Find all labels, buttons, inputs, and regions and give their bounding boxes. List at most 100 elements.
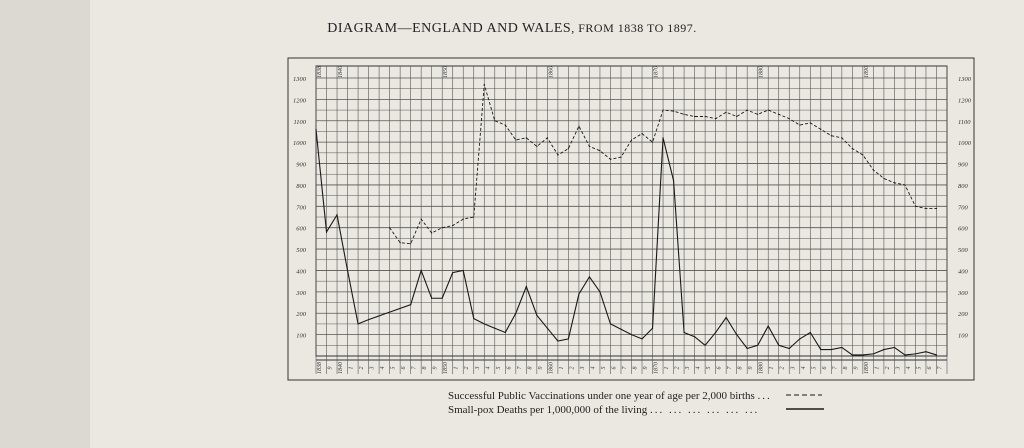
y-tick-label: 700 bbox=[296, 204, 307, 211]
vaccination-point bbox=[746, 109, 748, 111]
legend-smallpox-leader: ... ... ... ... ... ... bbox=[649, 404, 760, 416]
vaccination-point bbox=[841, 137, 843, 139]
smallpox-point bbox=[588, 276, 591, 278]
smallpox-point bbox=[536, 314, 538, 316]
bottom-year-label: 7 bbox=[727, 366, 733, 370]
legend-vaccinations: Successful Public Vaccinations under one… bbox=[448, 390, 772, 402]
vaccination-point bbox=[525, 137, 527, 139]
y-tick-label: 1100 bbox=[293, 119, 306, 126]
smallpox-point bbox=[641, 338, 643, 340]
vaccination-point bbox=[757, 113, 759, 115]
top-decade-label: 1870 bbox=[654, 66, 660, 78]
smallpox-point bbox=[441, 297, 443, 299]
smallpox-point bbox=[851, 354, 853, 356]
legend-smallpox-label: Small-pox Deaths per 1,000,000 of the li… bbox=[448, 404, 648, 416]
top-decade-label: 1838 bbox=[317, 66, 323, 78]
smallpox-point bbox=[483, 323, 485, 325]
smallpox-point bbox=[346, 269, 349, 272]
smallpox-point bbox=[935, 354, 938, 356]
vaccination-point bbox=[641, 133, 643, 135]
vaccination-point bbox=[799, 124, 801, 126]
left-page-edge bbox=[0, 0, 90, 448]
bottom-year-label: 7 bbox=[832, 366, 838, 370]
bottom-year-label: 4 bbox=[695, 367, 702, 370]
smallpox-point bbox=[567, 338, 570, 340]
bottom-year-label: 1870 bbox=[654, 362, 660, 374]
smallpox-point bbox=[704, 344, 706, 346]
vaccination-point bbox=[483, 83, 485, 86]
smallpox-point bbox=[452, 272, 454, 274]
vaccination-point bbox=[820, 128, 822, 130]
bottom-year-label: 3 bbox=[475, 367, 481, 371]
vaccination-point bbox=[694, 115, 696, 118]
bottom-year-label: 1890 bbox=[864, 362, 870, 374]
vaccination-point bbox=[914, 205, 917, 207]
bottom-year-label: 1 bbox=[454, 367, 460, 370]
vaccination-point bbox=[893, 182, 896, 184]
vaccination-point bbox=[399, 242, 401, 244]
vaccination-point bbox=[599, 150, 601, 152]
vaccination-point bbox=[672, 110, 675, 112]
vaccination-point bbox=[788, 118, 790, 120]
vaccination-point bbox=[683, 113, 685, 115]
smallpox-point bbox=[841, 346, 843, 349]
vaccination-point bbox=[389, 227, 391, 229]
smallpox-point bbox=[325, 231, 328, 233]
smallpox-point bbox=[504, 331, 506, 334]
smallpox-point bbox=[830, 348, 832, 351]
smallpox-point bbox=[672, 180, 675, 182]
vaccination-point bbox=[536, 145, 538, 148]
y-tick-label-right: 100 bbox=[958, 333, 969, 340]
bottom-year-label: 2 bbox=[359, 367, 365, 370]
smallpox-point bbox=[315, 128, 317, 130]
bottom-year-label: 6 bbox=[717, 367, 723, 370]
bottom-year-label: 6 bbox=[822, 367, 828, 370]
legend-smallpox: Small-pox Deaths per 1,000,000 of the li… bbox=[448, 404, 759, 416]
bottom-year-label: 9 bbox=[853, 367, 859, 370]
bottom-year-label: 4 bbox=[379, 367, 386, 370]
bottom-year-label: 2 bbox=[464, 367, 470, 370]
vaccination-point bbox=[462, 218, 464, 220]
bottom-year-label: 1860 bbox=[548, 362, 554, 374]
smallpox-point bbox=[746, 347, 748, 350]
smallpox-point bbox=[357, 323, 359, 325]
y-tick-label-right: 1200 bbox=[958, 97, 972, 104]
smallpox-point bbox=[494, 327, 496, 329]
y-tick-label-right: 1100 bbox=[958, 119, 971, 126]
smallpox-point bbox=[431, 297, 433, 299]
smallpox-point bbox=[420, 269, 422, 272]
vaccination-point bbox=[736, 115, 738, 118]
smallpox-point bbox=[525, 285, 527, 288]
vaccination-point bbox=[851, 147, 853, 150]
vaccination-point bbox=[862, 154, 864, 156]
bottom-year-label: 9 bbox=[433, 367, 439, 370]
smallpox-point bbox=[609, 323, 612, 325]
y-tick-label: 1000 bbox=[293, 140, 307, 147]
smallpox-point bbox=[578, 293, 580, 295]
vaccination-point bbox=[830, 135, 832, 137]
bottom-year-label: 5 bbox=[811, 367, 817, 370]
vaccination-point bbox=[504, 124, 506, 126]
smallpox-point bbox=[778, 344, 780, 346]
y-tick-label-right: 300 bbox=[957, 290, 969, 297]
bottom-year-label: 1 bbox=[664, 367, 670, 370]
y-tick-label: 100 bbox=[296, 333, 307, 340]
bottom-year-label: 5 bbox=[601, 367, 607, 370]
vaccination-point bbox=[546, 137, 548, 139]
sheet bbox=[90, 0, 1024, 448]
bottom-year-label: 8 bbox=[422, 367, 428, 370]
vaccination-point bbox=[410, 243, 412, 245]
vaccination-point bbox=[725, 111, 727, 113]
chart-title: DIAGRAM—ENGLAND AND WALES, FROM 1838 TO … bbox=[0, 21, 1024, 37]
vaccination-point bbox=[651, 141, 654, 143]
top-decade-label: 1840 bbox=[337, 66, 344, 78]
vaccination-point bbox=[767, 109, 769, 111]
bottom-year-label: 8 bbox=[738, 367, 744, 370]
y-tick-label: 400 bbox=[296, 268, 307, 275]
legend-vaccinations-leader: ... bbox=[757, 390, 772, 402]
bottom-year-label: 5 bbox=[706, 367, 712, 370]
bottom-year-label: 3 bbox=[685, 367, 691, 371]
bottom-year-label: 7 bbox=[937, 366, 943, 370]
